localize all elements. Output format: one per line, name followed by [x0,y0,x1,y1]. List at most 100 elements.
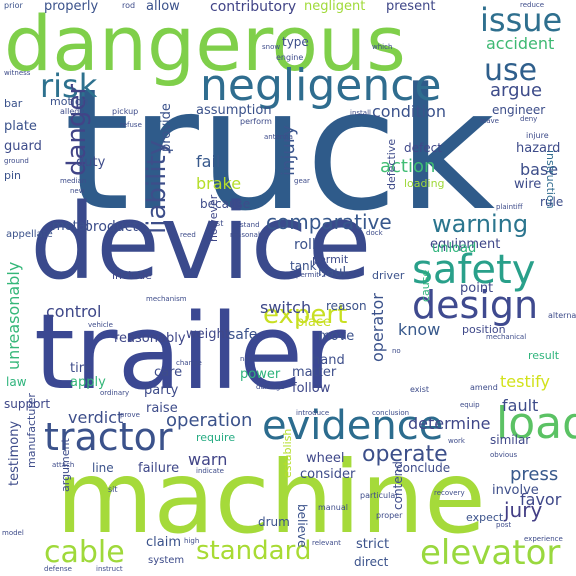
word-design: design [412,283,539,327]
word-pin: pin [4,169,22,182]
word-base: base [520,160,559,179]
word-conclude: conclude [396,461,451,475]
word-antenna: antenna [264,133,293,141]
word-expert: expert [263,300,348,330]
word-dock: dock [366,229,383,237]
word-test: test [208,219,224,228]
word-defect: defect [404,141,442,155]
word-experience: post [496,521,512,529]
word-which: which [372,43,393,51]
word-power: power [240,367,281,382]
word-present: present [386,0,436,14]
word-contributory: contributory [210,0,297,15]
word-apply: apply [70,375,106,390]
word-ground: ground [4,157,29,165]
word-know: know [398,320,441,339]
word-instruct: instruct [96,565,123,573]
word-place: place [296,315,331,330]
word-equipment: equipment [430,237,501,252]
word-favor: favor [520,490,562,509]
word-warning: warning [432,210,529,238]
word-perform: perform [240,117,272,126]
word-operation: operation [166,410,253,431]
word-control: control [46,302,102,321]
word-cause: cause [419,269,432,302]
word-high: high [184,537,200,545]
word-hazard: hazard [516,141,561,156]
word-drum: drum [258,515,290,529]
word-unload: unload [432,241,477,256]
word-mechanical: mechanical [486,333,527,341]
word-cable: cable [44,535,125,570]
word-indicate: indicate [196,467,224,475]
word-tractor: tractor [44,415,173,459]
word-comparative: comparative [266,210,392,234]
word-engine: engine [276,53,304,62]
word-engineer: engineer [492,103,546,117]
word-similar: similar [490,433,531,447]
word-tank: tank [290,259,317,273]
word-liability: liability [142,139,172,234]
word-dangerous: dangerous [4,0,406,88]
word-consider: consider [300,467,356,482]
word-bar: bar [4,97,23,110]
word-driver: driver [372,269,405,282]
word-conclusion: conclusion [372,409,410,417]
word-install: install [350,109,371,117]
word-result: result [528,349,560,362]
word-evidence: evidence [262,403,444,449]
word-brake: brake [196,174,242,193]
word-wheel: wheel [306,451,345,466]
word-change: change [176,359,202,367]
word-fail: fail [196,152,221,171]
word-ordinary: ordinary [100,389,130,397]
word-reed: reed [180,231,196,239]
word-support: support [4,397,51,411]
word-type: type [282,35,309,49]
word-testify: testify [500,372,550,391]
word-mechanism: mechanism [146,295,187,303]
word-determine: determine [408,414,491,433]
word-leave: leave [480,117,499,125]
word-affirm: particular [360,491,399,500]
word-duty: duty [76,155,106,170]
word-warn: warn [188,450,228,469]
word-system: system [148,555,185,566]
word-deny: deny [520,115,538,123]
word-argue: argue [490,80,543,101]
word-move: move [318,329,355,344]
word-matter: matter [292,365,337,380]
word-because: because [200,197,251,211]
word-nature: nature [240,355,263,363]
word-claim: claim [146,535,182,550]
word-witness: witness [4,69,31,77]
word-refuse: refuse [120,121,142,129]
word-open: permit-2 [296,271,326,279]
word-introduce: introduce [296,409,330,417]
word-roll: roll [294,237,316,253]
word-work: work [448,437,465,445]
word-shaft: model [2,529,24,537]
word-particular: recovery [434,489,465,497]
word-reduce: reduce [520,1,545,9]
word-model: plaintiff [496,203,523,211]
word-law: law [6,375,27,389]
word-include: include [112,269,152,282]
word-party: party [144,383,179,398]
word-require: require [196,431,236,444]
word-verdict: verdict [68,408,124,427]
word-contend: contend [391,461,405,510]
word-product: product [84,219,138,235]
word-obvious: obvious [490,451,518,459]
word-recovery: experience [524,535,563,543]
word-err: manual [318,503,348,512]
word-exist: exist [410,385,430,394]
word-haul: haul [318,265,347,280]
word-accident: accident [486,34,555,53]
word-damage: damage [256,383,285,391]
word-negligence: negligence [200,60,442,111]
word-condition: condition [372,102,446,121]
word-load: load [496,398,576,449]
word-use: use [484,53,538,88]
word-standard: standard [196,536,312,566]
